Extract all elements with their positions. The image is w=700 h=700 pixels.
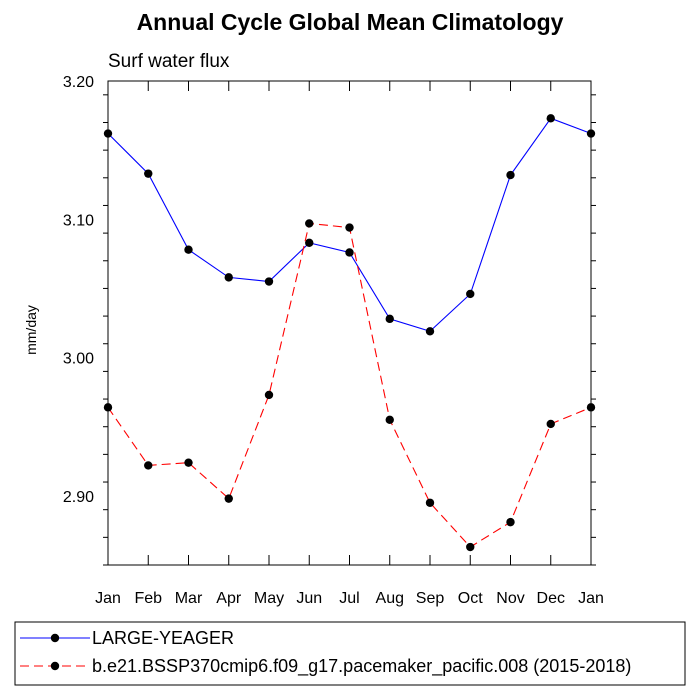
data-point [385, 314, 394, 324]
data-point [144, 169, 153, 178]
data-point [264, 277, 274, 286]
y-tick-label: 2.90 [63, 489, 94, 506]
legend-label: LARGE-YEAGER [92, 628, 234, 648]
chart-title: Annual Cycle Global Mean Climatology [137, 9, 564, 35]
y-tick-label: 3.00 [63, 351, 94, 368]
data-point [506, 170, 515, 180]
data-point [224, 273, 233, 282]
x-tick-label: Sep [416, 590, 445, 607]
data-point [305, 219, 314, 228]
data-point [466, 289, 475, 299]
data-point [466, 542, 475, 552]
x-tick-label: Jan [95, 590, 121, 607]
x-tick-label: Oct [458, 590, 483, 607]
data-point [264, 390, 274, 400]
data-point [345, 223, 354, 232]
data-point [144, 461, 153, 470]
y-tick-label: 3.10 [63, 212, 94, 229]
x-tick-label: Nov [496, 590, 524, 607]
data-point [224, 494, 233, 503]
data-point [546, 419, 555, 429]
series-1 [103, 114, 596, 336]
legend-box [14, 621, 686, 686]
series-layer [103, 114, 596, 552]
data-point [103, 129, 113, 138]
x-tick-label: Mar [175, 590, 203, 607]
data-point [586, 403, 596, 412]
x-tick-label: Aug [376, 590, 404, 607]
x-tick-label: Apr [216, 590, 242, 607]
x-tick-label: Jun [296, 590, 322, 607]
legend-marker [50, 661, 60, 671]
data-point [103, 403, 113, 412]
x-tick-label: Jan [578, 590, 604, 607]
y-tick-label: 3.20 [63, 74, 94, 91]
data-point [425, 327, 435, 336]
data-point [345, 248, 354, 257]
axes: 2.90 3.00 3.10 3.20 Jan Feb Mar Apr May Jun Jul Aug… [63, 74, 604, 607]
data-point [184, 245, 193, 254]
legend: LARGE-YEAGER b.e21.BSSP370cmip6.f09_g17.p… [14, 621, 686, 686]
legend-marker [50, 633, 60, 643]
data-point [385, 415, 394, 424]
data-point [586, 129, 596, 138]
x-tick-label: Jul [339, 590, 359, 607]
data-point [425, 498, 435, 507]
series-2 [103, 219, 596, 552]
data-point [184, 458, 193, 467]
x-tick-label: May [254, 590, 284, 607]
x-tick-label: Feb [134, 590, 162, 607]
data-point [546, 114, 555, 123]
y-axis-label: mm/day [23, 305, 39, 355]
plot-frame [107, 80, 592, 566]
data-point [305, 238, 314, 247]
x-tick-label: Dec [537, 590, 565, 607]
series-line [107, 222, 592, 548]
legend-label: b.e21.BSSP370cmip6.f09_g17.pacemaker_pac… [92, 656, 631, 677]
chart-subtitle: Surf water flux [108, 51, 230, 72]
data-point [506, 517, 515, 527]
